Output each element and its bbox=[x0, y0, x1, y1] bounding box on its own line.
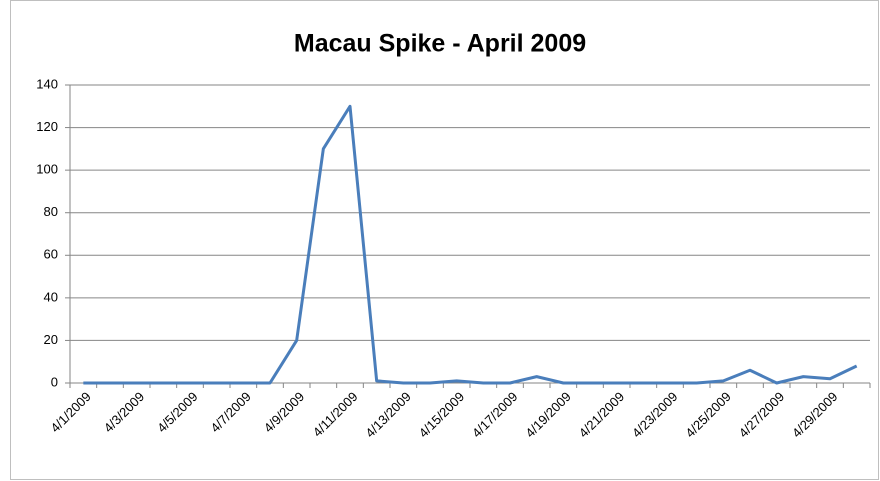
y-tick-label: 20 bbox=[44, 332, 58, 347]
y-tick-label: 40 bbox=[44, 289, 58, 304]
y-tick-label: 60 bbox=[44, 247, 58, 262]
y-tick-label: 120 bbox=[36, 119, 58, 134]
line-series bbox=[83, 104, 858, 385]
y-tick-label: 0 bbox=[51, 374, 58, 389]
chart-border bbox=[10, 0, 879, 480]
y-tick-label: 100 bbox=[36, 162, 58, 177]
chart-title: Macau Spike - April 2009 bbox=[294, 30, 586, 58]
y-tick-label: 80 bbox=[44, 204, 58, 219]
y-tick-label: 140 bbox=[36, 76, 58, 91]
